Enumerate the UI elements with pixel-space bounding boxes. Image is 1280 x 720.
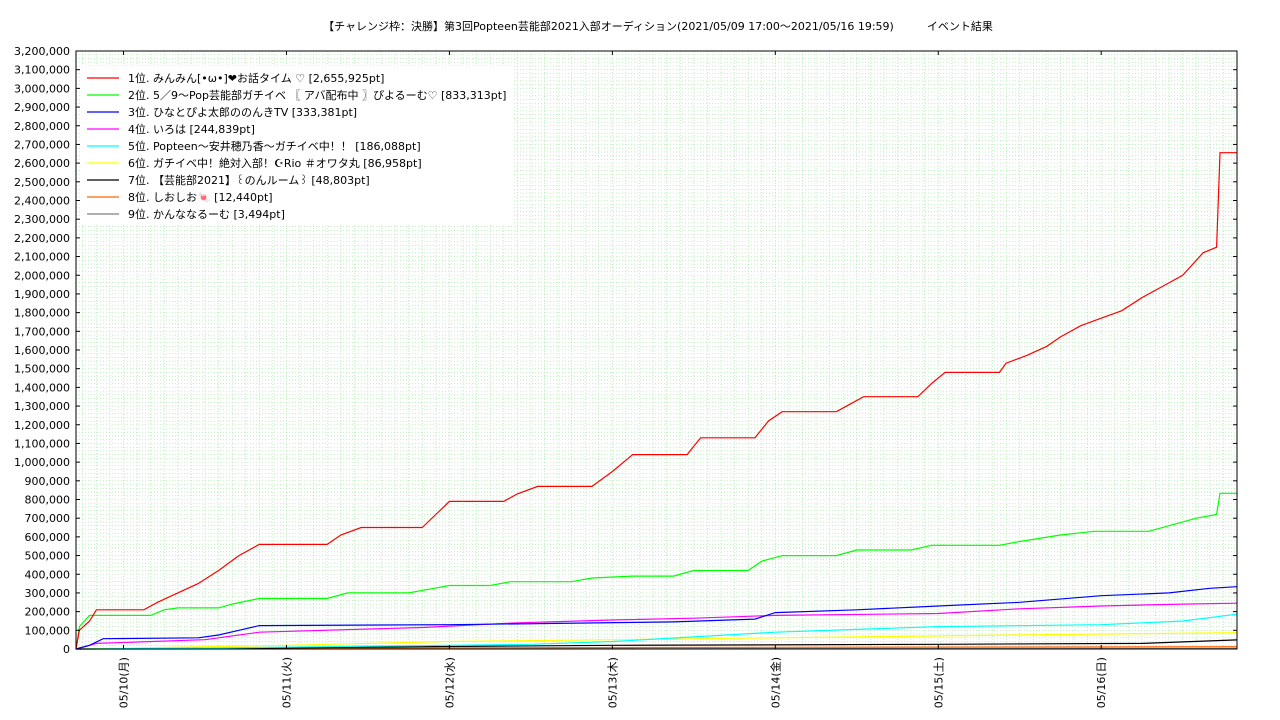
y-tick-label: 700,000	[25, 512, 71, 525]
y-tick-label: 2,600,000	[14, 157, 70, 170]
y-tick-label: 2,500,000	[14, 176, 70, 189]
y-tick-label: 1,300,000	[14, 400, 70, 413]
y-tick-label: 1,800,000	[14, 307, 70, 320]
y-tick-label: 2,400,000	[14, 195, 70, 208]
legend-label: 3位. ひなとぴよ太郎ののんきTV [333,381pt]	[128, 105, 357, 119]
y-tick-label: 2,200,000	[14, 232, 70, 245]
x-tick-label: 05/16(日)	[1095, 657, 1108, 708]
y-tick-label: 400,000	[25, 568, 71, 581]
x-tick-label: 05/13(木)	[606, 657, 619, 708]
y-tick-label: 200,000	[25, 606, 71, 619]
y-tick-label: 2,100,000	[14, 251, 70, 264]
series-line	[75, 492, 1237, 650]
y-tick-label: 1,400,000	[14, 381, 70, 394]
y-tick-label: 2,900,000	[14, 101, 70, 114]
x-axis-ticks: 05/10(月) 05/11(火) 05/12(水) 05/13(木) 05/14(金)…	[118, 51, 1108, 708]
legend-label: 1位. みんみん[•ω•]❤お話タイム ♡ [2,655,925pt]	[128, 71, 384, 85]
legend-label: 5位. Popteen〜安井穂乃香〜ガチイベ中！！ [186,088pt]	[128, 139, 421, 153]
y-tick-label: 2,300,000	[14, 213, 70, 226]
x-tick-label: 05/14(金)	[768, 657, 782, 708]
y-tick-label: 800,000	[25, 494, 71, 507]
legend-label: 4位. いろは [244,839pt]	[128, 122, 255, 136]
y-axis-ticks: 0 100,000 200,000 300,000 400,000 500,000 600,…	[14, 45, 1237, 656]
y-tick-label: 300,000	[25, 587, 71, 600]
series-line	[75, 602, 1238, 650]
y-tick-label: 1,600,000	[14, 344, 70, 357]
legend-label: 7位. 【芸能部2021】꒰のんルーム꒱ [48,803pt]	[128, 173, 370, 187]
series-lines	[75, 152, 1238, 650]
y-tick-label: 500,000	[25, 550, 71, 563]
y-tick-label: 1,700,000	[14, 325, 70, 338]
series-line	[75, 152, 1237, 650]
x-tick-label: 05/12(水)	[443, 657, 456, 708]
legend-label: 9位. かんななるーむ [3,494pt]	[128, 207, 285, 221]
y-tick-label: 600,000	[25, 531, 71, 544]
series-line	[75, 632, 1238, 650]
series-line	[75, 586, 1238, 650]
y-tick-label: 1,200,000	[14, 419, 70, 432]
y-tick-label: 1,900,000	[14, 288, 70, 301]
y-tick-label: 2,700,000	[14, 138, 70, 151]
x-tick-label: 05/15(土)	[932, 657, 945, 708]
legend-label: 2位. 5／9〜Pop芸能部ガチイベ 〖 アバ配布中 〗ぴよるーむ♡ [833,…	[128, 88, 506, 102]
x-tick-label: 05/10(月)	[118, 657, 131, 708]
y-tick-label: 3,200,000	[14, 45, 70, 58]
grid	[76, 50, 1237, 650]
y-tick-label: 100,000	[25, 624, 71, 637]
y-tick-label: 1,000,000	[14, 456, 70, 469]
y-tick-label: 0	[63, 643, 70, 656]
x-tick-label: 05/11(火)	[280, 657, 293, 708]
y-tick-label: 1,100,000	[14, 437, 70, 450]
legend-box	[80, 66, 514, 224]
chart-title: 【チャレンジ枠：決勝】第3回Popteen芸能部2021入部オーディション(20…	[323, 19, 993, 33]
legend: 1位. みんみん[•ω•]❤お話タイム ♡ [2,655,925pt] 2位. 5…	[80, 66, 514, 224]
series-line	[75, 613, 1238, 650]
y-tick-label: 3,100,000	[14, 64, 70, 77]
y-tick-label: 2,800,000	[14, 120, 70, 133]
legend-label: 6位. ガチイベ中！絶対入部！☪Rio ＃オワタ丸 [86,958pt]	[128, 156, 422, 170]
y-tick-label: 3,000,000	[14, 82, 70, 95]
legend-label: 8位. しおしお🍬 [12,440pt]	[128, 190, 273, 204]
y-tick-label: 2,000,000	[14, 269, 70, 282]
y-tick-label: 900,000	[25, 475, 71, 488]
y-tick-label: 1,500,000	[14, 363, 70, 376]
